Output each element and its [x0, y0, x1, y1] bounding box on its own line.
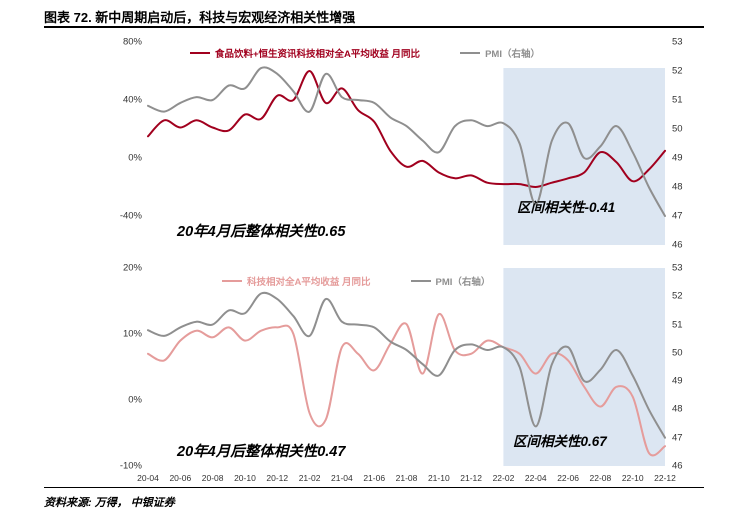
- annotation-overall-correlation-bottom: 20年4月后整体相关性0.47: [177, 444, 346, 460]
- series-line-chart-0-0: [147, 70, 666, 189]
- source-note: 资料来源: 万得， 中银证券: [44, 497, 175, 509]
- series-line-chart-1-0: [147, 313, 666, 457]
- footer-divider: [44, 487, 704, 488]
- legend-label-pmi-bottom: PMI（右轴）: [435, 277, 491, 288]
- series-line-chart-1-1: [147, 291, 666, 439]
- legend-item-food-tech: 食品饮料+恒生资讯科技相对全A平均收益 月同比: [190, 46, 420, 60]
- annotation-interval-correlation-bottom: 区间相关性0.67: [513, 434, 607, 449]
- legend-label-tech: 科技相对全A平均收益 月同比: [247, 277, 371, 288]
- legend-swatch-gray-line-top: [460, 51, 481, 55]
- legend-item-pmi-top: PMI（右轴）: [460, 46, 540, 60]
- figure-title: 图表 72. 新中周期启动后，科技与宏观经济相关性增强: [44, 10, 356, 25]
- annotation-interval-correlation-top: 区间相关性-0.41: [517, 200, 616, 215]
- legend-bottom-chart: 科技相对全A平均收益 月同比 PMI（右轴）: [222, 274, 490, 288]
- legend-swatch-gray-line-bottom: [410, 279, 431, 283]
- title-divider: [44, 26, 704, 28]
- legend-top-chart: 食品饮料+恒生资讯科技相对全A平均收益 月同比 PMI（右轴）: [190, 46, 540, 60]
- highlight-region-chart-1: [503, 268, 665, 466]
- series-line-chart-0-1: [147, 66, 666, 217]
- legend-label-pmi-top: PMI（右轴）: [485, 49, 540, 60]
- legend-item-tech: 科技相对全A平均收益 月同比: [222, 274, 371, 288]
- legend-item-pmi-bottom: PMI（右轴）: [410, 274, 491, 288]
- legend-label-food-tech: 食品饮料+恒生资讯科技相对全A平均收益 月同比: [215, 49, 421, 60]
- annotation-overall-correlation-top: 20年4月后整体相关性0.65: [177, 224, 346, 240]
- legend-swatch-red-line: [190, 51, 210, 55]
- highlight-region-chart-0: [503, 68, 665, 245]
- legend-swatch-pink-line: [222, 279, 242, 283]
